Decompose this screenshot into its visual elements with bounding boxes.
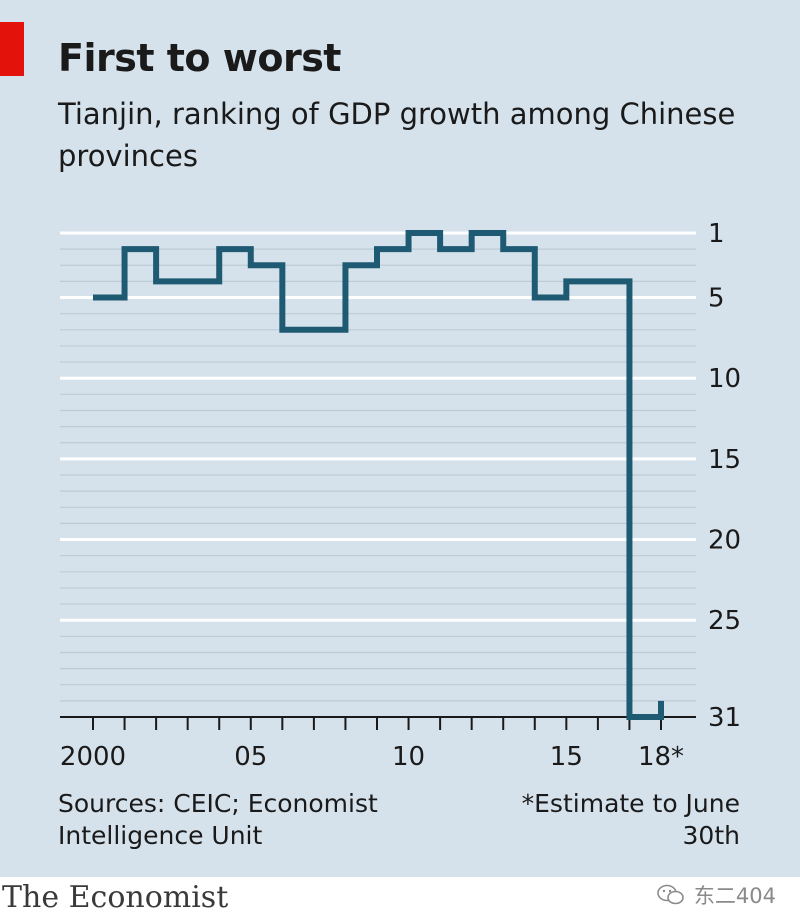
watermark-text: 东二404 [693, 884, 776, 908]
y-tick-label: 15 [708, 445, 741, 475]
series-line-tianjin [93, 230, 664, 720]
x-tick-label: 05 [234, 742, 267, 772]
chart-title: First to worst [58, 36, 341, 80]
y-tick-label: 31 [708, 703, 741, 733]
brand-red-tag [0, 22, 24, 76]
sources-note: Sources: CEIC; Economist Intelligence Un… [58, 789, 378, 850]
y-tick-label: 10 [708, 364, 741, 394]
wechat-watermark: 东二404 [656, 880, 776, 910]
x-axis-labels: 2000 05 10 15 18* [60, 742, 684, 772]
economist-logo: The Economist [2, 880, 229, 915]
x-tick-label: 18* [638, 742, 684, 772]
x-tick-label: 15 [550, 742, 583, 772]
x-tick-label: 2000 [60, 742, 126, 772]
chart-subtitle: Tianjin, ranking of GDP growth among Chi… [58, 97, 736, 173]
y-tick-label: 5 [708, 284, 725, 314]
estimate-footnote: *Estimate to June 30th [521, 789, 740, 850]
major-gridlines [60, 231, 696, 622]
x-axis-ticks [92, 717, 662, 730]
y-tick-label: 20 [708, 526, 741, 556]
y-tick-label: 1 [708, 219, 725, 249]
chart-card: First to worst Tianjin, ranking of GDP g… [0, 0, 800, 877]
minor-gridlines [60, 232, 696, 718]
wechat-icon [657, 884, 684, 905]
x-tick-label: 10 [392, 742, 425, 772]
y-tick-label: 25 [708, 606, 741, 636]
